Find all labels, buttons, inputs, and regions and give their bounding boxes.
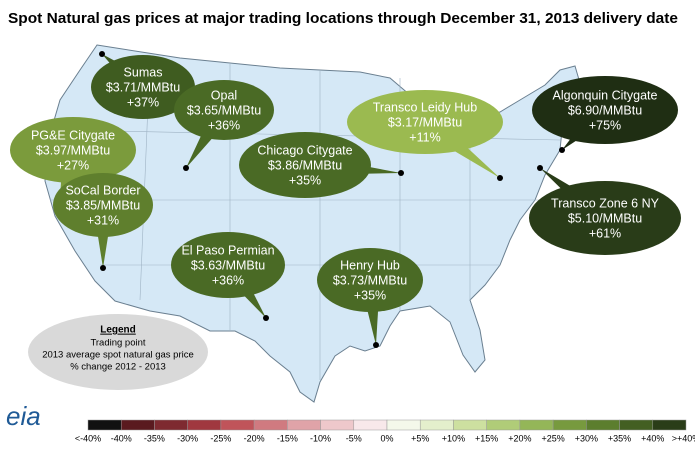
scale-label: +40% (641, 433, 664, 443)
scale-swatch (120, 419, 155, 431)
logo: eia (6, 401, 41, 431)
hub-price: $3.71/MMBtu (106, 80, 180, 94)
bubble (317, 248, 423, 312)
hub-name: Sumas (124, 65, 163, 79)
trading-point (497, 175, 503, 181)
bubble (91, 55, 195, 119)
hub-name: Transco Leidy Hub (373, 100, 477, 114)
hub-change: +61% (589, 226, 621, 240)
hub-name: Chicago Citygate (257, 143, 352, 157)
hub-price: $3.97/MMBtu (36, 143, 110, 157)
hub-change: +36% (212, 273, 244, 287)
scale-label: >+40% (672, 433, 695, 443)
scale-swatch (154, 419, 188, 431)
bubble (171, 232, 285, 298)
scale-swatch (419, 419, 454, 431)
legend-line: % change 2012 - 2013 (70, 362, 166, 373)
bubble (347, 90, 503, 154)
hub-change: +35% (289, 173, 321, 187)
scale-swatch (586, 419, 620, 431)
scale-swatch (87, 419, 122, 431)
hub-change: +37% (127, 95, 159, 109)
hub-price: $6.90/MMBtu (568, 103, 642, 117)
scale-label: +10% (442, 433, 465, 443)
hub-name: Transco Zone 6 NY (551, 196, 660, 210)
scale-label: -10% (310, 433, 331, 443)
scale-label: -40% (111, 433, 132, 443)
trading-point (559, 147, 565, 153)
scale-label: +30% (575, 433, 598, 443)
scale-swatch (187, 419, 222, 431)
hub-change: +11% (409, 130, 440, 144)
hub-price: $3.63/MMBtu (191, 258, 265, 272)
hub-name: SoCal Border (65, 183, 140, 197)
bubble (239, 132, 371, 198)
hub-price: $3.85/MMBtu (66, 198, 140, 212)
scale-swatch (320, 419, 355, 431)
bubble (10, 117, 136, 183)
scale-label: -15% (277, 433, 298, 443)
title: Spot Natural gas prices at major trading… (8, 10, 678, 27)
scale-label: +20% (508, 433, 531, 443)
hub-name: El Paso Permian (181, 243, 274, 257)
bubble (532, 76, 678, 144)
scale-label: -30% (177, 433, 198, 443)
scale-swatch (619, 419, 654, 431)
trading-point (537, 165, 543, 171)
hub-price: $3.86/MMBtu (268, 158, 342, 172)
scale-swatch (552, 419, 587, 431)
trading-point (100, 265, 106, 271)
trading-point (99, 51, 105, 57)
hub-price: $3.17/MMBtu (388, 115, 462, 129)
scale-label: +5% (411, 433, 429, 443)
hub-change: +31% (87, 213, 119, 227)
legend-title: Legend (100, 325, 136, 336)
scale-swatch (453, 419, 487, 431)
hub-name: Opal (211, 88, 237, 102)
scale-swatch (220, 419, 255, 431)
scale-label: +15% (475, 433, 498, 443)
scale-label: 0% (380, 433, 393, 443)
scale-label: +35% (608, 433, 631, 443)
legend-line: Trading point (90, 338, 145, 349)
trading-point (398, 170, 404, 176)
legend-line: 2013 average spot natural gas price (42, 350, 194, 361)
hub-price: $3.73/MMBtu (333, 273, 407, 287)
legend-box (28, 314, 208, 390)
scale-label: <-40% (75, 433, 101, 443)
hub-price: $3.65/MMBtu (187, 103, 261, 117)
scale-label: -20% (244, 433, 265, 443)
hub-price: $5.10/MMBtu (568, 211, 642, 225)
scale-swatch (386, 419, 421, 431)
scale-label: +25% (541, 433, 564, 443)
trading-point (263, 315, 269, 321)
hub-change: +35% (354, 288, 386, 302)
hub-name: Henry Hub (340, 258, 400, 272)
scale-swatch (486, 419, 521, 431)
bubble (529, 181, 681, 255)
hub-change: +27% (57, 158, 89, 172)
hub-name: PG&E Citygate (31, 128, 115, 142)
bubble (53, 173, 153, 237)
hub-change: +75% (589, 118, 621, 132)
hub-change: +36% (208, 118, 240, 132)
scale-swatch (353, 419, 388, 431)
trading-point (373, 342, 379, 348)
scale-label: -25% (210, 433, 231, 443)
scale-label: -5% (346, 433, 362, 443)
scale-swatch (287, 419, 321, 431)
trading-point (183, 165, 189, 171)
scale-swatch (519, 419, 554, 431)
bubble (174, 80, 274, 140)
scale-label: -35% (144, 433, 165, 443)
scale-swatch (253, 419, 288, 431)
scale-swatch (652, 419, 687, 431)
hub-name: Algonquin Citygate (553, 88, 658, 102)
